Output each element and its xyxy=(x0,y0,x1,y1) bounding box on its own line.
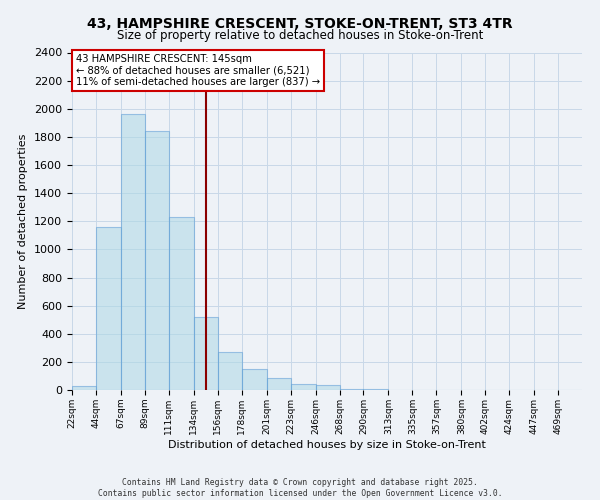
Bar xyxy=(266,378,290,390)
Bar xyxy=(340,388,364,390)
Bar xyxy=(169,217,194,390)
Text: 43 HAMPSHIRE CRESCENT: 145sqm
← 88% of detached houses are smaller (6,521)
11% o: 43 HAMPSHIRE CRESCENT: 145sqm ← 88% of d… xyxy=(76,54,320,87)
X-axis label: Distribution of detached houses by size in Stoke-on-Trent: Distribution of detached houses by size … xyxy=(168,440,486,450)
Bar xyxy=(145,131,169,390)
Text: Contains HM Land Registry data © Crown copyright and database right 2025.
Contai: Contains HM Land Registry data © Crown c… xyxy=(98,478,502,498)
Bar xyxy=(121,114,145,390)
Bar xyxy=(72,386,96,390)
Y-axis label: Number of detached properties: Number of detached properties xyxy=(19,134,28,309)
Bar xyxy=(290,384,316,390)
Text: Size of property relative to detached houses in Stoke-on-Trent: Size of property relative to detached ho… xyxy=(117,29,483,42)
Text: 43, HAMPSHIRE CRESCENT, STOKE-ON-TRENT, ST3 4TR: 43, HAMPSHIRE CRESCENT, STOKE-ON-TRENT, … xyxy=(87,18,513,32)
Bar xyxy=(218,352,242,390)
Bar xyxy=(316,385,340,390)
Bar xyxy=(242,369,266,390)
Bar xyxy=(194,317,218,390)
Bar xyxy=(96,227,121,390)
